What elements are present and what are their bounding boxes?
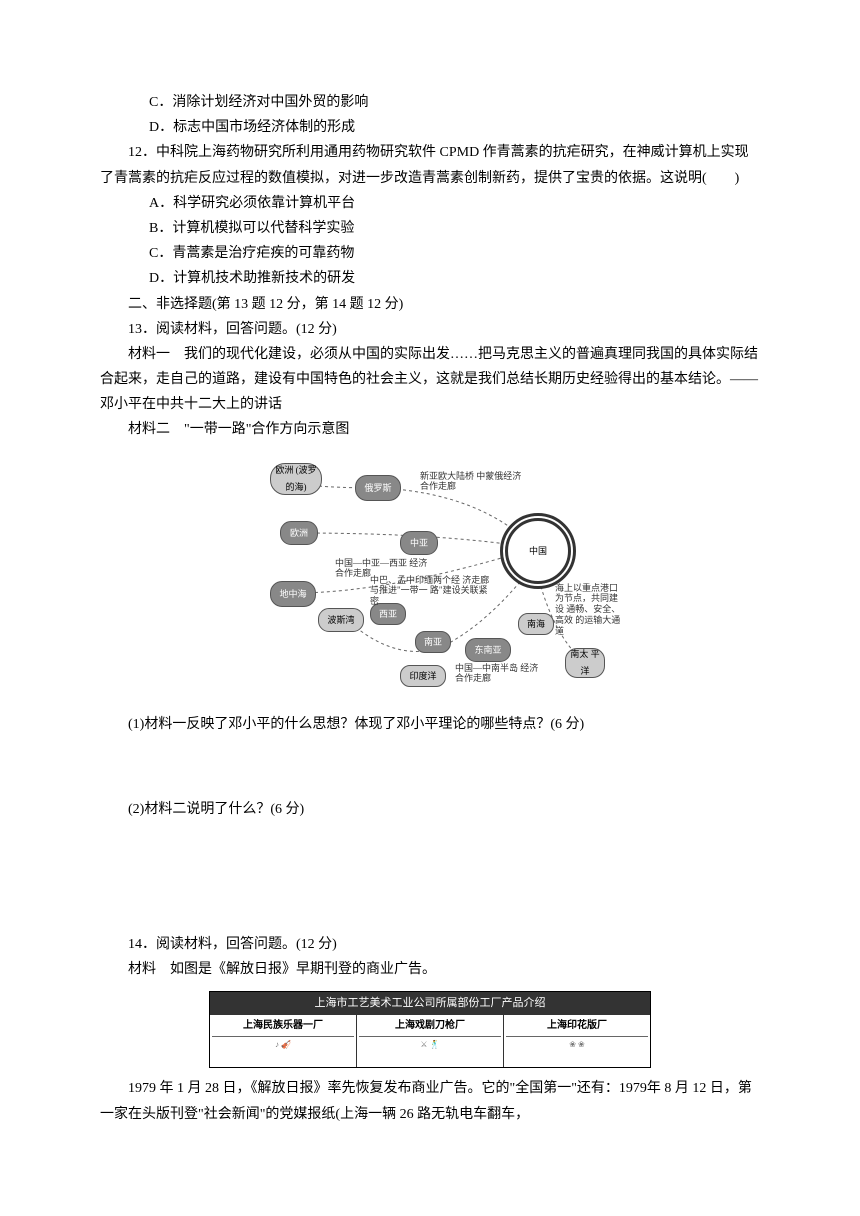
ad-cell-1-art: ♪ 🎻 [212,1037,354,1050]
node-mediterranean: 地中海 [270,581,316,607]
label-bridge: 新亚欧大陆桥 中蒙俄经济合作走廊 [420,471,530,493]
q14-material-label: 材料 如图是《解放日报》早期刊登的商业广告。 [100,957,760,982]
q12-option-b: B．计算机模拟可以代替科学实验 [100,216,760,241]
q12-option-d: D．计算机技术助推新技术的研发 [100,266,760,291]
node-se-asia: 东南亚 [465,638,511,662]
node-south-sea: 南海 [518,613,554,635]
q13-material2-label: 材料二 "一带一路"合作方向示意图 [100,417,760,442]
answer-space-1 [100,737,760,797]
ad-cell-1: 上海民族乐器一厂 ♪ 🎻 [210,1015,357,1067]
ad-cell-3: 上海印花版厂 ❀ ❀ [504,1015,650,1067]
ad-container: 上海市工艺美术工业公司所属部份工厂产品介绍 上海民族乐器一厂 ♪ 🎻 上海戏剧刀… [100,991,760,1069]
newspaper-ad: 上海市工艺美术工业公司所属部份工厂产品介绍 上海民族乐器一厂 ♪ 🎻 上海戏剧刀… [209,991,651,1069]
label-sea-route: 海上以重点港口 为节点，共同建设 通畅、安全、高效 的运输大通道 [555,583,625,637]
node-russia: 俄罗斯 [355,475,401,501]
exam-page: C．消除计划经济对中国外贸的影响 D．标志中国市场经济体制的形成 12．中科院上… [0,0,860,1216]
q13-title: 13．阅读材料，回答问题。(12 分) [100,317,760,342]
q14-title: 14．阅读材料，回答问题。(12 分) [100,932,760,957]
node-south-asia: 南亚 [415,631,451,653]
ad-cell-2-title: 上海戏剧刀枪厂 [359,1017,501,1037]
node-persian-gulf: 波斯湾 [318,608,364,632]
q11-option-c: C．消除计划经济对中国外贸的影响 [100,90,760,115]
ad-cell-2: 上海戏剧刀枪厂 ⚔ 🕺 [357,1015,504,1067]
ad-cell-3-art: ❀ ❀ [506,1037,648,1050]
ad-body: 上海民族乐器一厂 ♪ 🎻 上海戏剧刀枪厂 ⚔ 🕺 上海印花版厂 ❀ ❀ [210,1015,650,1067]
q12-option-c: C．青蒿素是治疗疟疾的可靠药物 [100,241,760,266]
q12-option-a: A．科学研究必须依靠计算机平台 [100,191,760,216]
q11-option-d: D．标志中国市场经济体制的形成 [100,115,760,140]
ad-cell-3-title: 上海印花版厂 [506,1017,648,1037]
node-europe: 欧洲 [280,521,318,545]
label-icp: 中国—中南半岛 经济合作走廊 [455,663,545,685]
q13-sub1: (1)材料一反映了邓小平的什么思想？体现了邓小平理论的哪些特点？(6 分) [100,712,760,737]
diagram-container: 欧洲 (波罗的海) 俄罗斯 欧洲 中亚 中国 地中海 波斯湾 西亚 南亚 东南亚… [100,453,760,702]
ad-cell-2-art: ⚔ 🕺 [359,1037,501,1050]
node-south-pacific: 南太 平洋 [565,648,605,678]
section2-header: 二、非选择题(第 13 题 12 分，第 14 题 12 分) [100,292,760,317]
node-central-asia: 中亚 [400,531,438,555]
q13-sub2: (2)材料二说明了什么？(6 分) [100,797,760,822]
ad-cell-1-title: 上海民族乐器一厂 [212,1017,354,1037]
q14-tail: 1979 年 1 月 28 日，《解放日报》率先恢复发布商业广告。它的"全国第一… [100,1076,760,1126]
node-china: 中国 [500,513,576,589]
node-europe-baltic: 欧洲 (波罗的海) [270,463,322,495]
node-indian-ocean: 印度洋 [400,665,446,687]
q12-stem: 12．中科院上海药物研究所利用通用药物研究软件 CPMD 作青蒿素的抗疟研究，在… [100,140,760,190]
belt-road-diagram: 欧洲 (波罗的海) 俄罗斯 欧洲 中亚 中国 地中海 波斯湾 西亚 南亚 东南亚… [240,453,620,693]
q13-material1: 材料一 我们的现代化建设，必须从中国的实际出发……把马克思主义的普遍真理同我国的… [100,342,760,418]
answer-space-2 [100,822,760,932]
label-cpbm: 中巴、孟中印缅两个经 济走廊与推进"一带一 路"建设关联紧密 [370,575,490,607]
ad-header: 上海市工艺美术工业公司所属部份工厂产品介绍 [210,992,650,1016]
